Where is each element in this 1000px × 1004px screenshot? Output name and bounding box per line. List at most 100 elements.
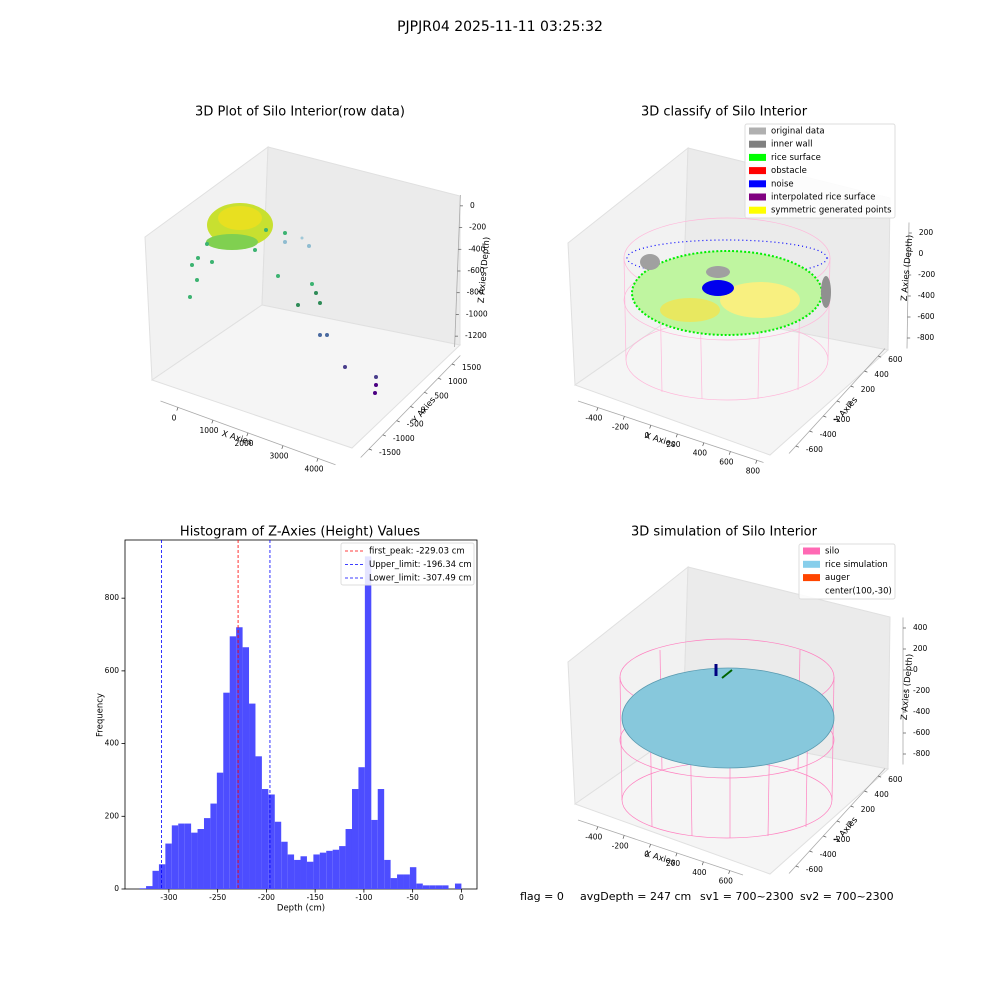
x-tick-label: 800 bbox=[746, 466, 761, 475]
y-tick bbox=[410, 406, 414, 409]
x-axis-line bbox=[577, 400, 764, 463]
x-tick bbox=[211, 420, 214, 424]
bar bbox=[216, 772, 224, 889]
x-tick-label: 0 bbox=[644, 850, 649, 859]
bar bbox=[339, 846, 346, 889]
legend-label: interpolated rice surface bbox=[771, 193, 876, 203]
x-tick-label: -200 bbox=[258, 893, 275, 902]
y-tick-label: 500 bbox=[434, 391, 449, 400]
x-axis-line bbox=[577, 819, 744, 876]
x-tick bbox=[675, 433, 678, 438]
bar bbox=[409, 867, 417, 889]
x-tick-label: 200 bbox=[666, 859, 681, 868]
x-tick-label: -100 bbox=[355, 893, 372, 902]
legend-label: noise bbox=[771, 179, 794, 189]
y-tick-label: 600 bbox=[105, 666, 120, 675]
y-tick-label: 400 bbox=[874, 790, 889, 799]
y-tick-label: 600 bbox=[888, 775, 903, 784]
legend-label: Lower_limit: -307.49 cm bbox=[369, 574, 471, 584]
x-tick-label: -50 bbox=[407, 893, 419, 902]
status-text: sv2 = 700~2300 bbox=[800, 890, 894, 903]
status-text: sv1 = 700~2300 bbox=[700, 890, 794, 903]
y-tick-label: 800 bbox=[105, 593, 120, 602]
y-tick bbox=[878, 775, 882, 778]
z-tick-label: -200 bbox=[918, 270, 935, 279]
bar bbox=[403, 874, 410, 889]
symmetric-cloud bbox=[660, 298, 720, 322]
x-tick bbox=[316, 458, 319, 462]
z-tick-label: -800 bbox=[467, 288, 484, 297]
bar bbox=[210, 803, 217, 889]
bar bbox=[152, 870, 159, 889]
z-tick-label: 400 bbox=[913, 623, 928, 632]
bar bbox=[261, 789, 269, 889]
y-tick-label: -200 bbox=[833, 415, 850, 424]
x-tick-label: 0 bbox=[172, 413, 177, 422]
z-tick-label: -600 bbox=[913, 728, 930, 737]
z-tick-label: -200 bbox=[913, 686, 930, 695]
z-tick-label: 0 bbox=[913, 665, 918, 674]
x-tick bbox=[281, 445, 284, 450]
y-tick bbox=[823, 835, 827, 838]
z-tick-label: 0 bbox=[919, 249, 924, 258]
status-text: flag = 0 bbox=[520, 890, 564, 903]
panel-3d-simulation bbox=[567, 565, 891, 875]
bar bbox=[442, 885, 449, 889]
x-tick bbox=[728, 451, 731, 455]
y-tick bbox=[795, 445, 799, 448]
legend-label: obstacle bbox=[771, 166, 807, 176]
x-tick-label: 600 bbox=[719, 877, 734, 886]
y-tick-label: -1500 bbox=[379, 448, 401, 457]
x-tick bbox=[176, 407, 179, 411]
y-tick-label: -600 bbox=[806, 865, 823, 874]
wall-cloud bbox=[821, 276, 831, 308]
z-tick-label: -400 bbox=[468, 244, 485, 253]
x-tick-label: 0 bbox=[644, 431, 649, 440]
status-text: avgDepth = 247 cm bbox=[580, 890, 691, 903]
bar bbox=[203, 818, 211, 889]
bar bbox=[274, 821, 282, 889]
z-tick-label: 200 bbox=[913, 644, 928, 653]
y-tick-label: 0 bbox=[114, 884, 119, 893]
y-tick bbox=[368, 448, 373, 451]
bar bbox=[165, 843, 172, 889]
y-tick bbox=[809, 430, 813, 433]
bar bbox=[236, 627, 243, 889]
auger bbox=[721, 669, 733, 679]
y-tick bbox=[850, 805, 854, 808]
legend-swatch bbox=[749, 206, 766, 214]
y-tick bbox=[864, 370, 868, 373]
bar bbox=[249, 703, 256, 889]
x-tick-label: 600 bbox=[719, 458, 734, 467]
pane bbox=[150, 304, 462, 449]
y-tick bbox=[424, 392, 428, 394]
pane bbox=[573, 309, 890, 456]
x-axis-label: Depth (cm) bbox=[277, 904, 325, 914]
x-tick-label: -300 bbox=[160, 893, 177, 902]
z-tick-label: -1000 bbox=[466, 309, 488, 318]
y-tick-label: 200 bbox=[105, 811, 120, 820]
y-tick bbox=[823, 415, 827, 418]
point-cloud bbox=[218, 206, 262, 230]
legend-box bbox=[340, 542, 475, 586]
point-cloud bbox=[206, 234, 258, 250]
x-tick bbox=[702, 442, 705, 447]
bar bbox=[158, 864, 166, 889]
legend-label: symmetric generated points bbox=[771, 206, 892, 216]
legend-swatch bbox=[749, 153, 766, 161]
legend-swatch bbox=[803, 560, 820, 568]
x-tick-label: -250 bbox=[209, 893, 226, 902]
x-tick-label: -400 bbox=[585, 414, 602, 423]
x-tick-label: 2000 bbox=[234, 439, 253, 448]
bar bbox=[377, 789, 385, 889]
y-tick-label: 200 bbox=[861, 385, 876, 394]
z-tick-label: 200 bbox=[919, 228, 934, 237]
legend-box bbox=[798, 543, 896, 600]
x-tick bbox=[755, 460, 758, 464]
y-tick-label: 1500 bbox=[462, 363, 481, 372]
x-tick bbox=[622, 835, 625, 839]
x-tick-label: -150 bbox=[307, 893, 324, 902]
x-tick-label: 400 bbox=[692, 868, 707, 877]
bar bbox=[332, 849, 340, 889]
